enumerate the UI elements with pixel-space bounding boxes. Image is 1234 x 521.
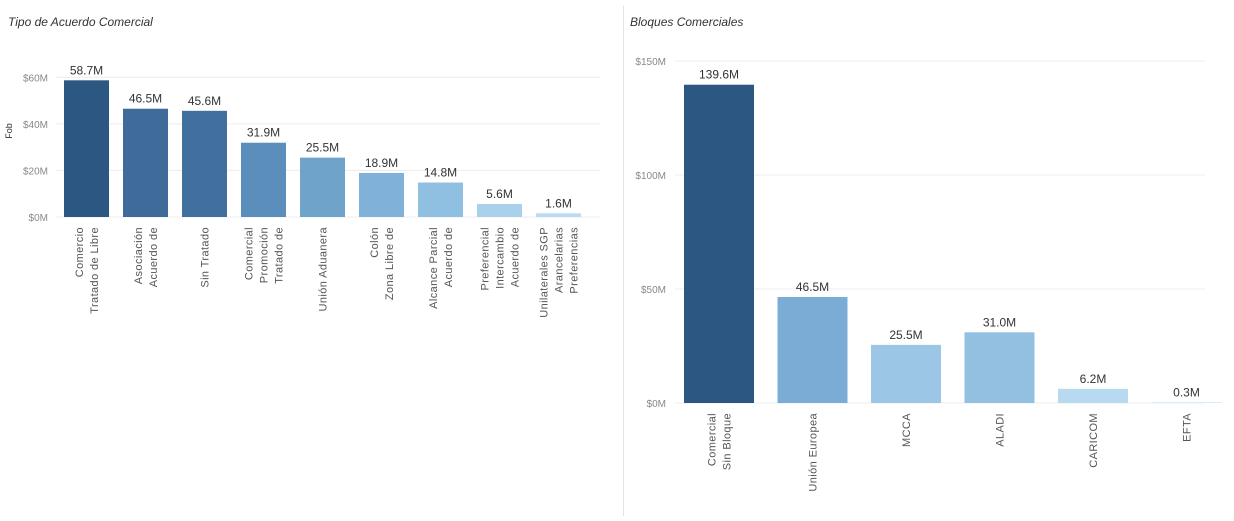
data-label: 14.8M (424, 166, 457, 180)
bar (418, 182, 463, 217)
category-label-line: Zona Libre de (384, 227, 396, 300)
data-label: 6.2M (1080, 372, 1107, 386)
data-label: 45.6M (188, 94, 221, 108)
category-label-line: Alcance Parcial (428, 227, 440, 309)
category-label-line: Sin Tratado (200, 227, 212, 288)
panel-divider (623, 6, 624, 516)
category-label-line: Sin Bloque (722, 413, 734, 470)
category-label: MCCA (901, 413, 913, 447)
category-label-line: Arancelarias (554, 227, 566, 293)
bar (1151, 402, 1222, 403)
category-label-line: ALADI (995, 413, 1007, 447)
category-label-line: EFTA (1182, 413, 1194, 442)
bar (123, 108, 168, 217)
category-label-line: Comercio (74, 227, 86, 277)
category-label: Sin Tratado (200, 227, 212, 288)
bar (964, 332, 1035, 403)
category-label-line: Comercial (244, 227, 256, 280)
bar (359, 172, 404, 217)
data-label: 25.5M (889, 328, 922, 342)
right-chart-title: Bloques Comerciales (630, 15, 744, 29)
y-tick-label: $0M (647, 399, 666, 410)
bar (182, 110, 227, 217)
category-label-line: Preferencial (480, 227, 492, 291)
y-tick-label: $60M (23, 73, 48, 84)
category-label: EFTA (1182, 413, 1194, 442)
category-label-line: Tratado de (274, 227, 286, 284)
data-label: 58.7M (70, 63, 103, 77)
data-label: 18.9M (365, 156, 398, 170)
data-label: 25.5M (306, 141, 339, 155)
y-tick-label: $150M (635, 57, 666, 68)
data-label: 139.6M (699, 68, 739, 82)
category-label-line: Comercial (707, 413, 719, 466)
bar (64, 80, 109, 217)
bar (1058, 388, 1128, 403)
data-label: 1.6M (545, 196, 572, 210)
category-label-line: Preferencias (569, 227, 581, 294)
category-label-line: Promoción (259, 227, 271, 283)
bar (477, 203, 522, 217)
category-label-line: Acuerdo de (510, 227, 522, 287)
bar (684, 84, 754, 403)
category-label-line: Asociación (133, 227, 145, 284)
category-label: ALADI (995, 413, 1007, 447)
category-label-line: Acuerdo de (148, 227, 160, 287)
y-tick-label: $40M (23, 120, 48, 131)
bar (536, 213, 581, 217)
category-label-line: Unión Aduanera (318, 227, 330, 312)
category-label: Unión Aduanera (318, 227, 330, 312)
category-label-line: Unilaterales SGP (539, 227, 551, 318)
bar (777, 296, 848, 403)
y-tick-label: $100M (635, 171, 666, 182)
category-label: Unión Europea (808, 413, 820, 492)
data-label: 5.6M (486, 187, 513, 201)
bar (300, 157, 345, 217)
y-tick-label: $0M (29, 213, 48, 224)
y-axis-label: Fob (4, 123, 14, 139)
data-label: 46.5M (129, 92, 162, 106)
category-label-line: Colón (369, 227, 381, 258)
data-label: 0.3M (1173, 385, 1200, 399)
y-tick-label: $50M (641, 285, 666, 296)
left-chart-title: Tipo de Acuerdo Comercial (8, 15, 153, 29)
category-label-line: Unión Europea (808, 413, 820, 492)
category-label-line: MCCA (901, 413, 913, 447)
category-label: CARICOM (1088, 413, 1100, 468)
category-label-line: CARICOM (1088, 413, 1100, 468)
category-label-line: Intercambio (495, 227, 507, 289)
bar (871, 344, 941, 403)
data-label: 31.0M (983, 315, 1016, 329)
data-label: 46.5M (796, 280, 829, 294)
category-label-line: Tratado de Libre (89, 227, 101, 314)
data-label: 31.9M (247, 126, 280, 140)
bar (241, 142, 286, 217)
category-label-line: Acuerdo de (443, 227, 455, 287)
y-tick-label: $20M (23, 166, 48, 177)
